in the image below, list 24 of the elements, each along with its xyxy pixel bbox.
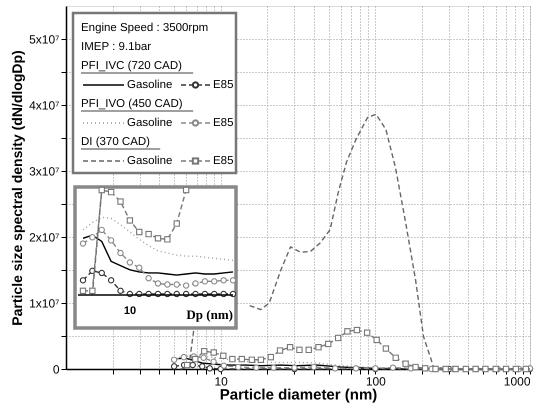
- annotation: DI (370 CAD): [81, 136, 150, 148]
- legend-label: E85: [213, 79, 234, 91]
- legend-label: Gasoline: [127, 117, 172, 129]
- x-tick-label: 100: [366, 374, 386, 388]
- y-tick-label: 0: [52, 362, 60, 376]
- y-axis-title: Particle size spectral density (dN/dlogDp): [9, 50, 26, 326]
- annotation: PFI_IVC (720 CAD): [81, 60, 182, 72]
- annotation: IMEP : 9.1bar: [81, 41, 152, 53]
- legend-label: Gasoline: [127, 79, 172, 91]
- annotation: PFI_IVO (450 CAD): [81, 98, 183, 110]
- y-tick-label: 5x10⁷: [29, 32, 60, 46]
- y-tick-label: 1x10⁷: [29, 296, 60, 310]
- annotation: Engine Speed : 3500rpm: [81, 22, 208, 34]
- x-axis-title: Dp (nm): [186, 307, 233, 322]
- legend-label: E85: [213, 155, 234, 167]
- x-tick-label: 1000: [504, 374, 531, 388]
- y-tick-label: 4x10⁷: [29, 98, 60, 112]
- y-tick-label: 3x10⁷: [29, 164, 60, 178]
- annotation: 10: [124, 305, 136, 317]
- x-axis-title: Particle diameter (nm): [220, 386, 378, 404]
- x-tick-label: 10: [214, 374, 228, 388]
- legend-label: E85: [213, 117, 234, 129]
- legend-label: Gasoline: [127, 155, 172, 167]
- y-tick-label: 2x10⁷: [29, 230, 60, 244]
